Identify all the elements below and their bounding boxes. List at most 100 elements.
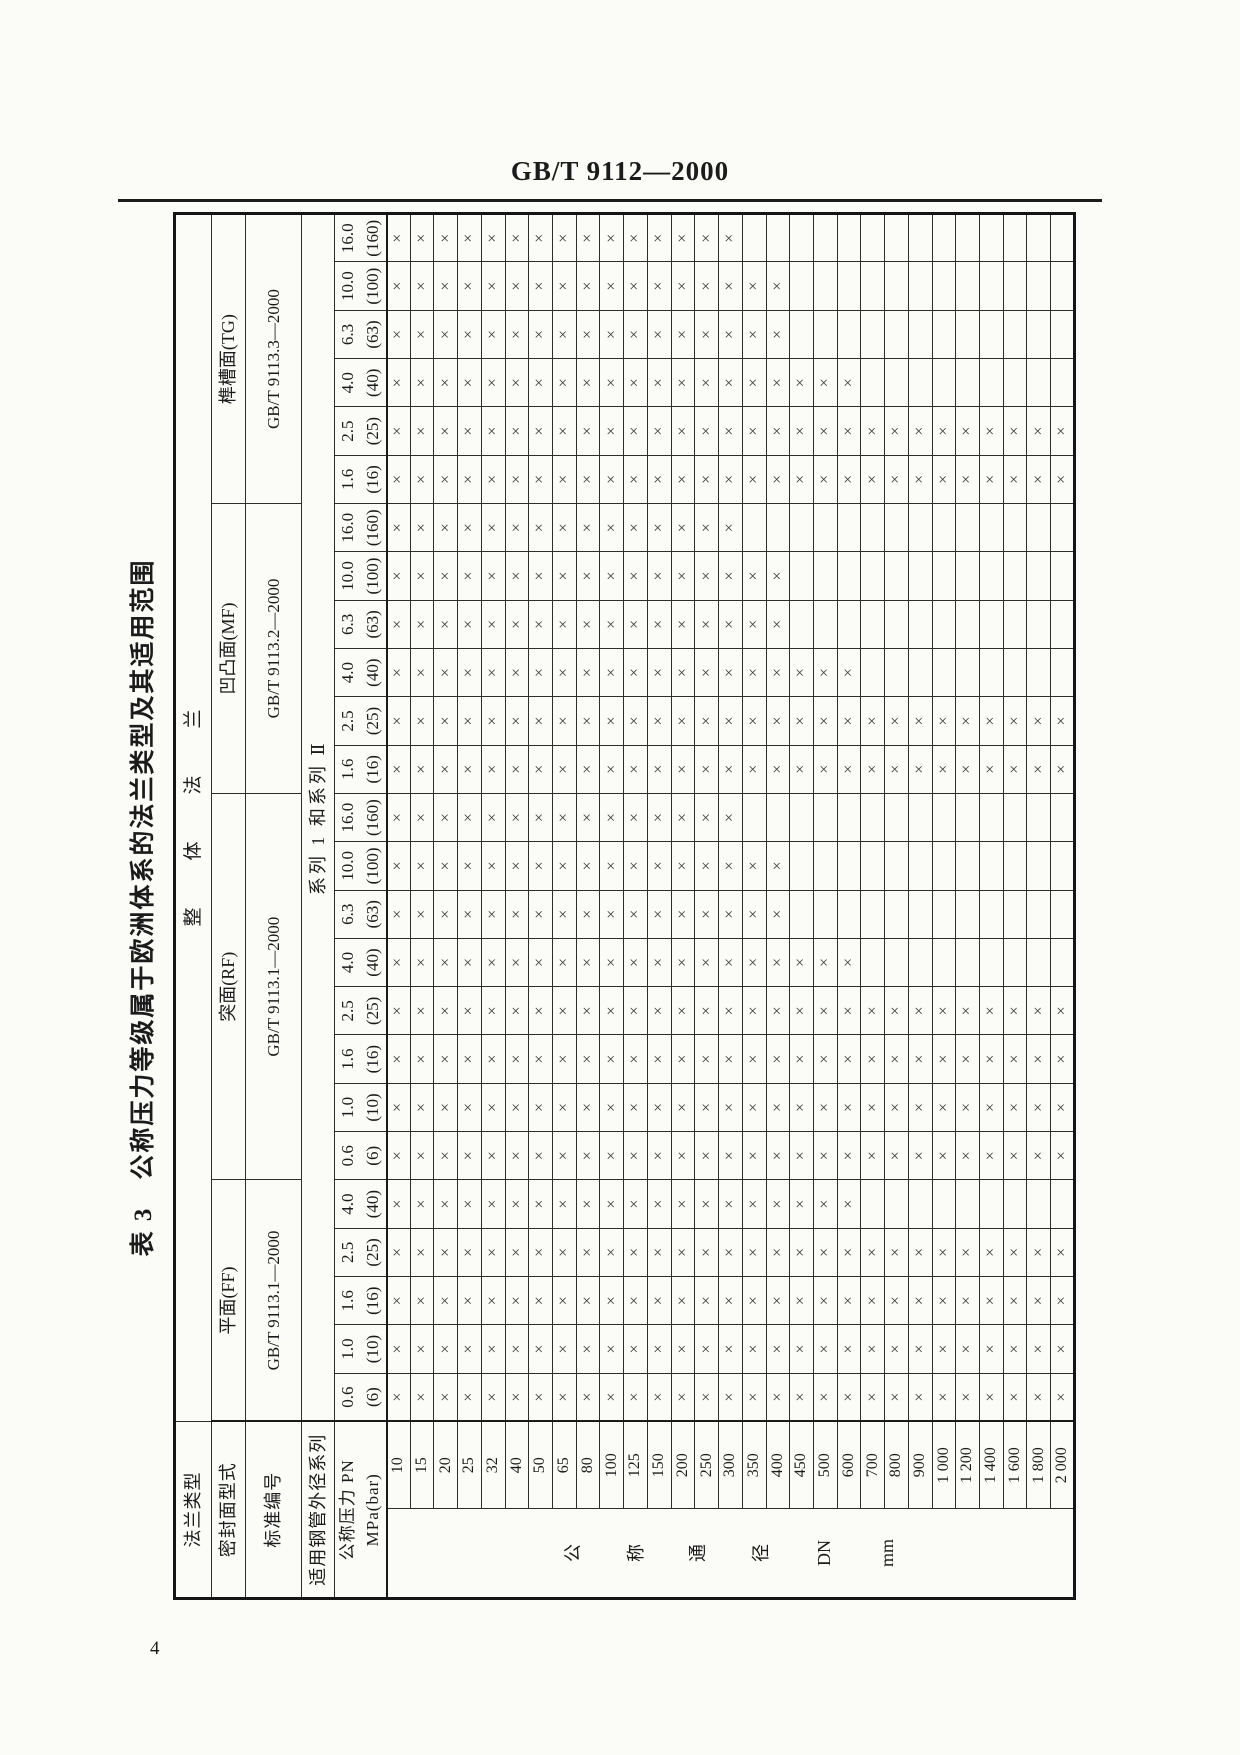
mark-cell: × [386, 1083, 411, 1132]
mark-cell: × [386, 1131, 411, 1180]
dn-value-cell: 1 200 [955, 1421, 980, 1509]
dn-row: 600 × × × × × × × × × × × × × × × × [837, 213, 861, 1599]
mark-cell: × [386, 406, 411, 456]
dn-row: 500 × × × × × × × × × × × × × × × × [813, 213, 838, 1599]
mark-cell: × [955, 455, 980, 504]
dn-axis-char: mm [876, 1539, 897, 1568]
mark-cell: × [386, 841, 411, 891]
mark-cell: × [505, 406, 529, 456]
mark-cell [932, 310, 956, 359]
pn-mpa: 2.5 [338, 420, 358, 442]
pn-mpa: 4.0 [338, 372, 358, 394]
standard-number-row: 标准编号 GB/T 9113.1—2000 GB/T 9113.1—2000 GB/… [245, 213, 302, 1599]
mark-cell: × [766, 310, 790, 359]
mark-cell [837, 551, 861, 601]
mark-cell: × [766, 1276, 790, 1325]
mark-cell: × [386, 310, 411, 359]
mark-cell: × [1026, 1373, 1051, 1422]
mark-cell [1050, 648, 1075, 697]
mark-cell: × [694, 1035, 719, 1084]
pn-bar: (160) [363, 799, 383, 837]
mark-cell: × [576, 1131, 600, 1180]
pn-bar: (100) [363, 557, 383, 595]
mark-cell: × [410, 1324, 434, 1374]
mark-cell: × [813, 1228, 838, 1277]
mark-cell: × [860, 696, 885, 746]
mark-cell: × [552, 1324, 577, 1374]
mark-cell: × [576, 1276, 600, 1325]
mark-cell [1003, 648, 1027, 697]
mark-cell: × [955, 1131, 980, 1180]
mark-cell [908, 1179, 933, 1229]
mark-cell: × [884, 1035, 909, 1084]
mark-cell: × [552, 841, 577, 891]
mark-cell: × [599, 890, 624, 939]
mark-cell: × [599, 648, 624, 697]
mark-cell [1003, 1179, 1027, 1229]
pn-class-cell: 2.5 (25) [334, 406, 387, 456]
mark-cell: × [742, 986, 766, 1035]
pn-class-cell: 0.6 (6) [334, 1373, 387, 1422]
mark-cell: × [789, 358, 814, 407]
mark-cell: × [955, 1324, 980, 1374]
mark-cell: × [505, 600, 529, 649]
mark-cell: × [647, 262, 672, 311]
mark-cell: × [505, 1228, 529, 1277]
mark-cell: × [1003, 1228, 1027, 1277]
mark-cell: × [742, 1228, 766, 1277]
mark-cell: × [457, 213, 482, 262]
mark-cell: × [386, 503, 411, 552]
pn-bar: (16) [363, 1286, 383, 1315]
mark-cell [979, 262, 1004, 311]
mark-cell: × [623, 213, 648, 262]
mark-cell: × [528, 1373, 553, 1422]
mark-cell: × [789, 648, 814, 697]
mark-cell: × [766, 648, 790, 697]
mark-cell [932, 262, 956, 311]
mark-cell: × [386, 1035, 411, 1084]
mark-cell: × [599, 455, 624, 504]
pn-class-cell: 1.0 (10) [334, 1324, 387, 1374]
mark-cell: × [884, 696, 909, 746]
mark-cell: × [576, 1324, 600, 1374]
mark-cell: × [505, 262, 529, 311]
mark-cell: × [552, 1228, 577, 1277]
mark-cell: × [528, 1083, 553, 1132]
mark-cell: × [813, 358, 838, 407]
mark-cell: × [813, 1083, 838, 1132]
dn-value-cell: 150 [647, 1421, 672, 1509]
mark-cell: × [694, 1276, 719, 1325]
mark-cell: × [932, 1035, 956, 1084]
mark-cell: × [552, 986, 577, 1035]
mark-cell: × [528, 503, 553, 552]
mark-cell: × [552, 1083, 577, 1132]
pn-mpa: 2.5 [338, 710, 358, 732]
mark-cell [813, 793, 838, 842]
mark-cell: × [647, 696, 672, 746]
mark-cell: × [718, 455, 743, 504]
mark-cell [766, 213, 790, 262]
pn-bar: (160) [363, 509, 383, 547]
dn-row: 20 × × × × × × × × × × × × × × × × × × × × × × × × × [433, 213, 458, 1599]
pn-mpa: 0.6 [338, 1145, 358, 1167]
mark-cell: × [386, 1324, 411, 1374]
mark-cell: × [481, 890, 506, 939]
flange-type-value: 整体法兰 [174, 213, 212, 1422]
mark-cell [908, 262, 933, 311]
mark-cell [932, 841, 956, 891]
pn-class-cell: 2.5 (25) [334, 1228, 387, 1277]
mark-cell: × [481, 262, 506, 311]
dn-value-cell: 300 [718, 1421, 743, 1509]
mark-cell: × [410, 793, 434, 842]
mark-cell [979, 358, 1004, 407]
mark-cell [860, 1179, 885, 1229]
mark-cell: × [433, 890, 458, 939]
mark-cell: × [481, 1373, 506, 1422]
mark-cell [789, 890, 814, 939]
mark-cell: × [599, 986, 624, 1035]
mark-cell: × [718, 1276, 743, 1325]
pn-bar: (16) [363, 755, 383, 784]
mark-cell: × [433, 551, 458, 601]
mark-cell: × [623, 1276, 648, 1325]
mark-cell: × [386, 455, 411, 504]
